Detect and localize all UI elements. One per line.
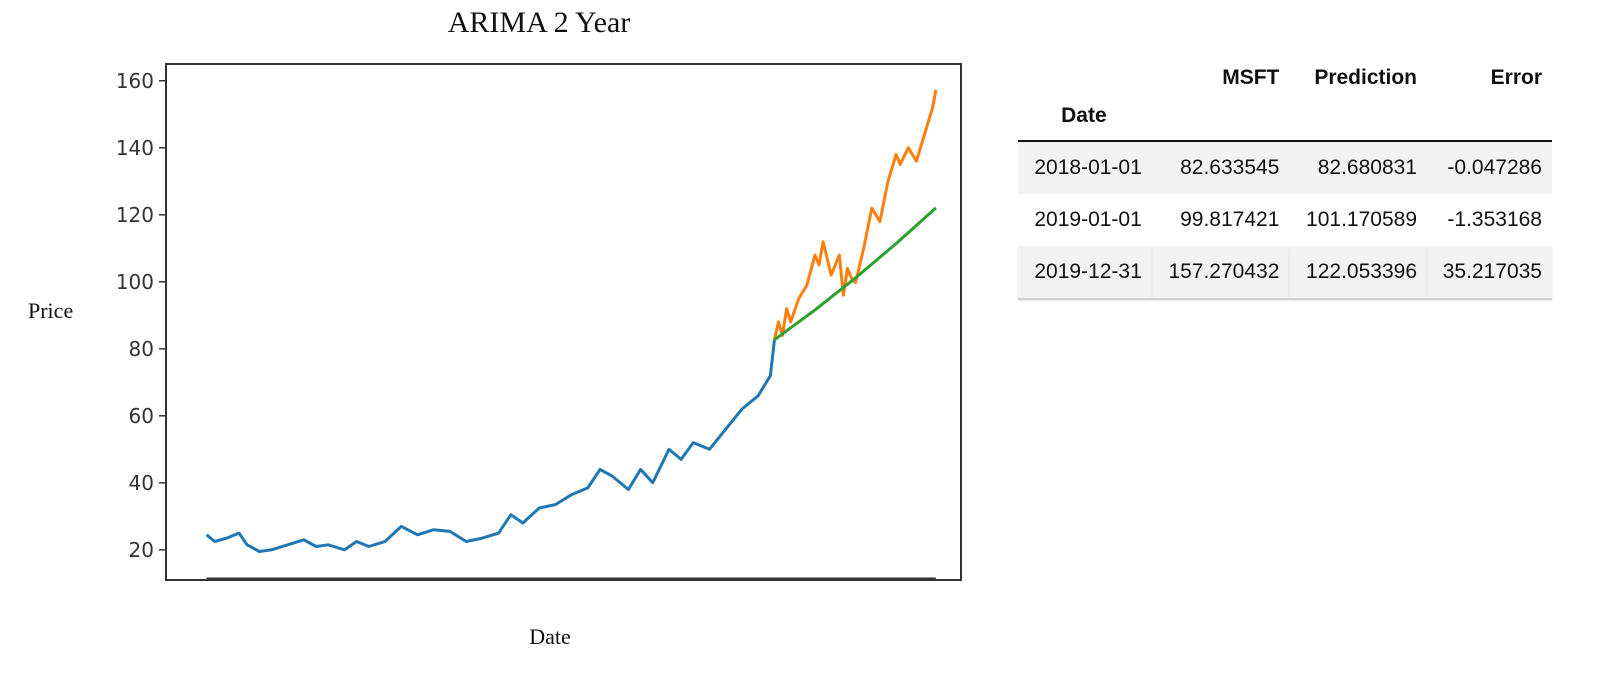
row-date: 2019-12-31 <box>1018 246 1152 300</box>
row-msft: 157.270432 <box>1151 246 1290 300</box>
row-date: 2018-01-01 <box>1034 156 1142 179</box>
index-row-blank-2 <box>1289 102 1427 142</box>
x-axis-label: Date <box>529 624 571 649</box>
row-prediction: 122.053396 <box>1289 246 1427 300</box>
index-header-blank <box>1018 58 1152 102</box>
y-tick-label-4: 100 <box>116 270 154 294</box>
table-row: 2019-12-31 157.270432 122.053396 35.2170… <box>1018 246 1552 300</box>
y-tick-label-7: 160 <box>116 69 154 93</box>
row-msft: 82.633545 <box>1180 156 1280 179</box>
series-line-2 <box>773 206 937 342</box>
series-line-1 <box>772 89 938 341</box>
y-tick-label-6: 140 <box>116 136 154 160</box>
y-tick-label-2: 60 <box>129 404 154 428</box>
row-error: 35.217035 <box>1427 246 1552 300</box>
y-axis-label: Price <box>28 298 74 323</box>
table-row: 2019-01-01 99.817421 101.170589 -1.35316… <box>1018 194 1552 246</box>
column-header-prediction: Prediction <box>1314 66 1417 89</box>
y-tick-label-0: 20 <box>129 538 154 562</box>
row-error: -1.353168 <box>1447 208 1542 231</box>
results-table: MSFT Prediction Error Date 2018-01-01 82… <box>1018 58 1552 300</box>
row-msft: 99.817421 <box>1180 208 1280 231</box>
index-row-blank-3 <box>1427 102 1552 142</box>
y-tick-label-1: 40 <box>129 471 154 495</box>
y-tick-label-3: 80 <box>129 337 154 361</box>
row-prediction: 101.170589 <box>1306 208 1417 231</box>
chart-title: ARIMA 2 Year <box>447 6 631 39</box>
table-header-row: MSFT Prediction Error <box>1018 58 1552 102</box>
series-line-0 <box>205 339 776 553</box>
row-date: 2019-01-01 <box>1034 208 1142 231</box>
index-header-date: Date <box>1018 102 1152 142</box>
row-prediction: 82.680831 <box>1317 156 1417 179</box>
y-tick-label-5: 120 <box>116 203 154 227</box>
plot-area: 20 40 60 80 100 120 140 160 <box>116 63 962 581</box>
row-error: -0.047286 <box>1447 156 1542 179</box>
table-index-name-row: Date <box>1018 102 1552 142</box>
plot-frame <box>165 63 962 581</box>
table-row: 2018-01-01 82.633545 82.680831 -0.047286 <box>1018 141 1552 194</box>
column-header-msft: MSFT <box>1222 66 1280 89</box>
index-row-blank-1 <box>1151 102 1290 142</box>
column-header-error: Error <box>1490 66 1542 89</box>
